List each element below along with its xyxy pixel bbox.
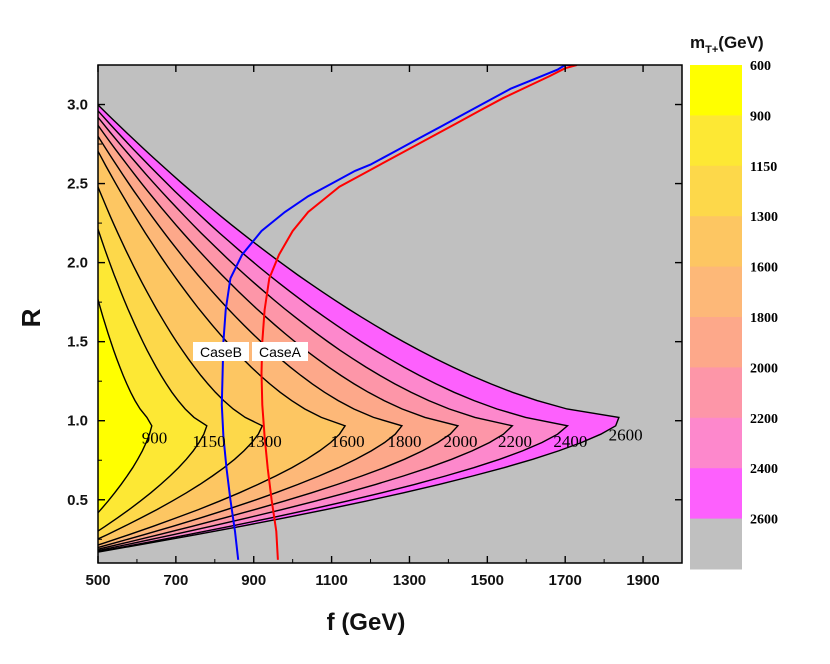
colorbar-label: 1150 (750, 160, 777, 175)
contour-labels: 900 1150 1300 1600 1800 2000 2200 2400 2600 (142, 426, 643, 451)
colorbar-swatch (690, 115, 742, 167)
colorbar-label: 900 (750, 109, 771, 124)
contour-label-2000: 2000 (444, 432, 478, 451)
contour-line-1300 (98, 185, 264, 540)
contour-line-1800 (98, 134, 404, 549)
colorbar-label: 2000 (750, 361, 778, 376)
contour-line-2400 (98, 109, 570, 553)
y-tick-label: 1.0 (67, 413, 88, 430)
colorbar-label: 1800 (750, 311, 778, 326)
contour-label-900: 900 (142, 429, 168, 448)
colorbar-swatch (690, 367, 742, 419)
colorbar-swatch (690, 468, 742, 520)
contour-line-1600 (98, 149, 347, 546)
plot-frame (97, 64, 683, 564)
x-tick-label: 1700 (549, 572, 582, 589)
x-tick-label: 1500 (471, 572, 504, 589)
y-axis: 0.5 1.0 1.5 2.0 2.5 3.0 (67, 64, 682, 540)
colorbar-title-sub: T+ (705, 44, 718, 56)
contour-line-2000 (98, 124, 460, 550)
contour-line-2600 (98, 103, 620, 553)
colorbar-title-main: m (690, 33, 705, 52)
contour-fill-600 (98, 325, 110, 484)
y-axis-title: R (16, 308, 46, 327)
contour-label-1300: 1300 (248, 432, 282, 451)
y-tick-label: 3.0 (67, 97, 88, 114)
contour-fill-900 (98, 299, 152, 513)
x-tick-label: 1300 (393, 572, 426, 589)
case-label-box (252, 342, 308, 361)
x-axis-title: f (GeV) (327, 609, 406, 636)
colorbar-swatch (690, 317, 742, 368)
y-tick-label: 2.0 (67, 255, 88, 272)
colorbar-swatch (690, 518, 742, 570)
colorbar-label: 600 (750, 59, 771, 74)
colorbar-swatch (690, 266, 742, 318)
contour-label-2400: 2400 (553, 432, 587, 451)
y-tick-label: 1.5 (67, 334, 88, 351)
colorbar-label: 1300 (750, 210, 778, 225)
case-label-text: CaseA (259, 344, 302, 360)
contour-label-2200: 2200 (498, 432, 532, 451)
colorbar-title: mT+(GeV) (690, 33, 764, 56)
contour-lines (98, 103, 620, 553)
x-tick-label: 900 (241, 572, 266, 589)
contour-label-1150: 1150 (192, 432, 225, 451)
contour-line-2200 (98, 116, 514, 552)
y-tick-label: 2.5 (67, 176, 88, 193)
case-label-text: CaseB (200, 344, 242, 360)
contour-label-2600: 2600 (609, 426, 643, 445)
contour-line-1150 (98, 226, 208, 532)
colorbar-label: 2400 (750, 462, 778, 477)
colorbar-label: 2200 (750, 412, 778, 427)
case-label-box (193, 342, 249, 361)
colorbar-label: 1600 (750, 261, 778, 276)
x-tick-label: 500 (85, 572, 110, 589)
x-tick-label: 700 (163, 572, 188, 589)
colorbar-title-unit: (GeV) (718, 33, 763, 52)
colorbar-swatch (690, 417, 742, 469)
case-lines (220, 65, 578, 560)
colorbar: 600 900 1150 1300 1600 1800 2000 2200 2400 2600 (690, 59, 778, 570)
contour-label-1800: 1800 (387, 432, 421, 451)
colorbar-swatch (690, 216, 742, 268)
y-tick-label: 0.5 (67, 492, 88, 509)
case-labels: CaseB CaseA (193, 342, 308, 361)
case-label-caseb: CaseB (193, 342, 249, 361)
x-axis: 500 700 900 1100 1300 1500 1700 1900 (85, 65, 683, 589)
case-label-casea: CaseA (252, 342, 308, 361)
contour-fills (98, 104, 619, 553)
colorbar-swatch (690, 165, 742, 217)
colorbar-swatch (690, 65, 742, 116)
colorbar-label: 2600 (750, 513, 778, 528)
x-tick-label: 1900 (626, 572, 659, 589)
plot-area (98, 65, 682, 563)
contour-label-1600: 1600 (331, 432, 365, 451)
contour-line-900 (98, 297, 153, 514)
series-line-casea (260, 65, 578, 560)
series-line-caseb (220, 65, 573, 560)
x-tick-label: 1100 (315, 572, 348, 589)
